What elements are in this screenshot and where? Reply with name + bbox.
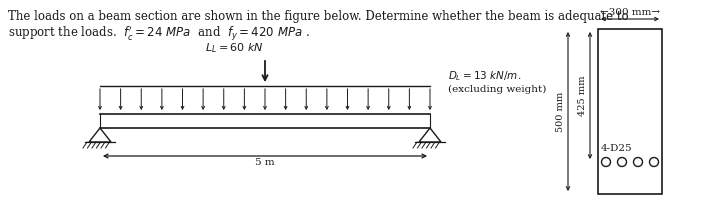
Text: 4-D25: 4-D25 bbox=[601, 144, 633, 153]
Text: $D_L=13\ kN/m$.: $D_L=13\ kN/m$. bbox=[448, 69, 521, 83]
Text: $L_L=60\ kN$: $L_L=60\ kN$ bbox=[205, 41, 264, 55]
Bar bbox=[598, 29, 662, 194]
Text: 500 mm: 500 mm bbox=[556, 91, 565, 132]
Text: (excluding weight): (excluding weight) bbox=[448, 84, 547, 94]
Text: ←300 mm→: ←300 mm→ bbox=[600, 8, 660, 17]
Text: 5 m: 5 m bbox=[255, 158, 275, 167]
Text: The loads on a beam section are shown in the figure below. Determine whether the: The loads on a beam section are shown in… bbox=[8, 10, 628, 23]
Text: 425 mm: 425 mm bbox=[578, 75, 587, 116]
Text: support the loads.  $f_c^{\prime}=24\ MPa$  and  $f_y=420\ MPa$ .: support the loads. $f_c^{\prime}=24\ MPa… bbox=[8, 24, 310, 43]
